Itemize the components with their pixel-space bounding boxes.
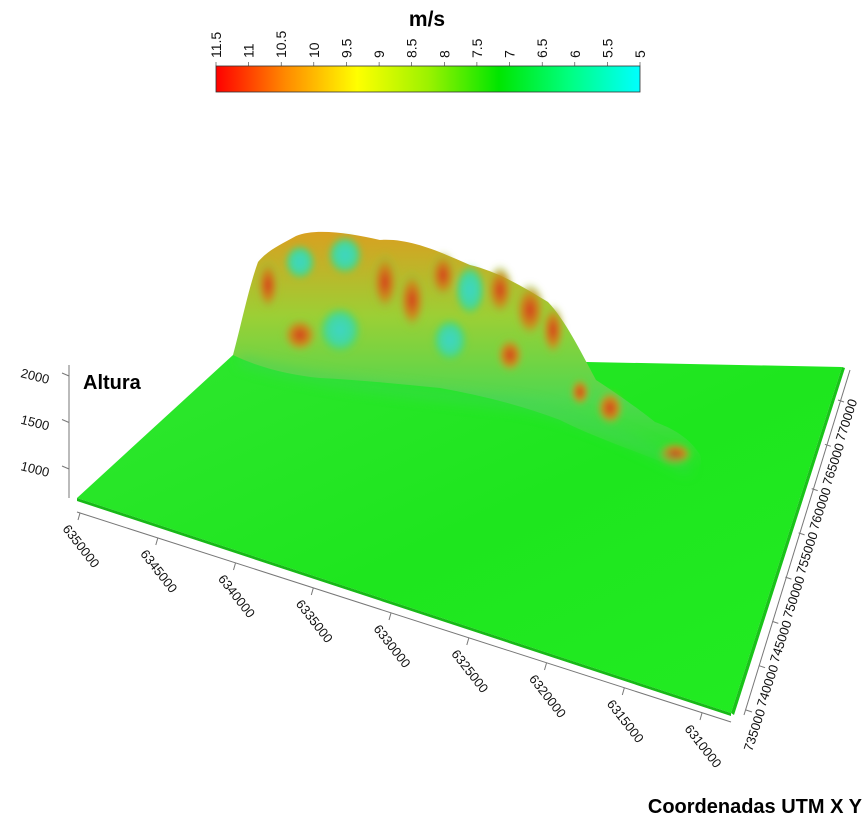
x-tick-mark [466, 637, 470, 646]
y-tick-mark [798, 532, 805, 536]
colorbar-tick-label: 8.5 [404, 38, 420, 58]
z-tick-mark [61, 419, 70, 423]
x-tick-label: 6310000 [682, 722, 725, 771]
x-tick-mark [544, 662, 547, 671]
x-tick-label: 6350000 [60, 522, 103, 571]
z-tick-mark [61, 372, 70, 377]
y-tick-mark [785, 576, 792, 580]
surface-3d [77, 231, 845, 716]
y-tick-mark [758, 665, 766, 669]
x-tick-mark [310, 587, 314, 596]
y-tick-label: 770000 [833, 397, 861, 443]
colorbar-tick-label: 6.5 [534, 38, 550, 58]
x-tick-mark [155, 537, 159, 546]
colorbar-tick-label: 8 [436, 50, 452, 58]
colorbar-tick-label: 5.5 [599, 38, 615, 58]
z-tick-label: 1500 [19, 412, 51, 434]
y-tick-label: 765000 [819, 441, 847, 487]
surface-ridge [233, 231, 702, 472]
footer-axis-label: Coordenadas UTM X Y [648, 796, 863, 818]
colorbar-tick-label: 7.5 [469, 38, 485, 58]
z-axis: 2000 1500 1000 Altura [19, 365, 142, 498]
y-tick-mark [824, 443, 832, 447]
colorbar-title: m/s [409, 8, 445, 31]
y-tick-mark [837, 399, 845, 403]
colorbar: m/s 11.5 11 10.5 10 9.5 9 8.5 8 7.5 7 6.5 6 5.5 5 [208, 8, 648, 93]
colorbar-tick-label: 9.5 [339, 38, 355, 58]
colorbar-tick-label: 11.5 [208, 32, 224, 58]
z-axis-label: Altura [83, 372, 142, 394]
colorbar-bar [215, 65, 641, 93]
colorbar-tick-label: 5 [632, 50, 648, 58]
colorbar-tick-label: 11 [241, 43, 257, 58]
z-tick-label: 2000 [19, 365, 51, 387]
y-tick-label: 755000 [793, 530, 821, 576]
x-tick-label: 6330000 [371, 622, 414, 671]
colorbar-ticks: 11.5 11 10.5 10 9.5 9 8.5 8 7.5 7 6.5 6 5.5 5 [208, 31, 648, 66]
z-tick-mark [61, 465, 70, 470]
x-tick-mark [77, 512, 81, 521]
x-tick-label: 6325000 [448, 647, 491, 696]
colorbar-tick-label: 10 [306, 42, 322, 58]
y-tick-label: 760000 [806, 486, 834, 532]
y-tick-mark [772, 620, 779, 624]
x-tick-mark [388, 612, 392, 621]
x-tick-label: 6340000 [215, 572, 258, 621]
x-tick-label: 6335000 [293, 597, 336, 646]
z-tick-label: 1000 [19, 458, 51, 480]
y-tick-label: 750000 [780, 574, 808, 620]
x-tick-mark [621, 687, 625, 696]
colorbar-tick-label: 9 [371, 50, 387, 58]
colorbar-tick-label: 7 [502, 50, 518, 58]
y-tick-mark [811, 488, 818, 492]
y-tick-mark [745, 709, 753, 713]
colorbar-tick-label: 6 [567, 50, 583, 58]
colorbar-tick-label: 10.5 [273, 31, 289, 58]
x-tick-label: 6315000 [604, 697, 647, 746]
x-tick-label: 6320000 [526, 672, 569, 721]
x-tick-mark [233, 562, 236, 571]
x-tick-label: 6345000 [137, 547, 180, 596]
x-tick-mark [699, 712, 703, 721]
